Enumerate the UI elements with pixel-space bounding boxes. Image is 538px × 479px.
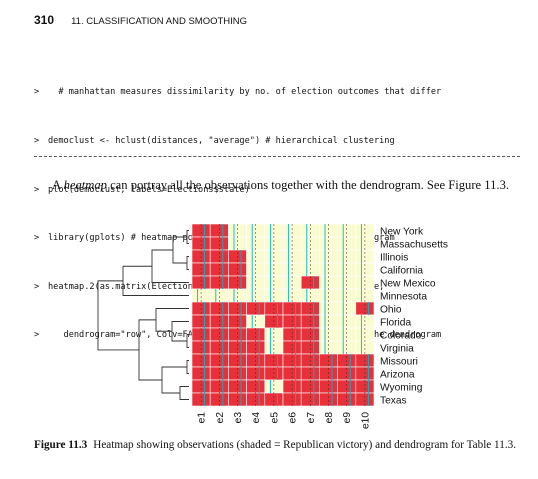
caption-text: Heatmap showing observations (shaded = R…: [93, 439, 517, 451]
heatmap-cells: [191, 223, 375, 407]
dendrogram-link: [138, 319, 162, 381]
column-label: e3: [233, 412, 244, 424]
dendrogram-link: [155, 308, 189, 332]
heatmap-column-labels: e1 e2 e3 e4 e5 e6 e7 e8 e9 e10: [197, 412, 372, 429]
code-line: > plot(democlust, labels=Elections$state): [34, 182, 441, 198]
column-label: e6: [288, 412, 299, 424]
row-label: Massachusetts: [380, 239, 448, 250]
heatmap-row-labels: New York Massachusetts Illinois California N…: [380, 226, 448, 406]
dendrogram-link: [186, 360, 189, 374]
dendrogram-link: [179, 386, 189, 400]
figure-caption: Figure 11.3 Heatmap showing observations …: [34, 438, 520, 454]
dendrogram-link: [172, 236, 187, 264]
dendrogram-link: [151, 249, 189, 283]
caption-label: Figure 11.3: [34, 439, 88, 451]
code-text: plot(democlust, labels=Elections$state): [48, 184, 250, 195]
body-text-emphasis: heatmap: [63, 178, 107, 192]
row-label: Colorado: [380, 330, 422, 341]
dendrogram-link: [97, 280, 139, 351]
column-label: e9: [342, 412, 353, 424]
dendrogram-link: [186, 334, 189, 348]
dendrogram-link: [161, 366, 187, 394]
body-text-rest: can portray all the observations togethe…: [106, 178, 510, 192]
code-prompt: >: [34, 233, 40, 244]
row-label: Illinois: [380, 252, 408, 263]
body-paragraph: A heatmap can portray all the observatio…: [34, 177, 520, 194]
row-label: Missouri: [380, 356, 418, 367]
column-label: e4: [251, 412, 262, 424]
row-label: New Mexico: [380, 278, 436, 289]
row-label: Wyoming: [380, 382, 423, 393]
row-label: Virginia: [380, 343, 414, 354]
code-line: > # manhattan measures dissimilarity by …: [34, 84, 441, 100]
code-prompt: >: [34, 330, 40, 341]
chapter-title: 11. CLASSIFICATION AND SMOOTHING: [71, 16, 248, 27]
row-label: Minnesota: [380, 291, 427, 302]
code-divider: [34, 156, 520, 157]
row-label: California: [380, 265, 423, 276]
code-prompt: >: [34, 184, 40, 195]
row-label: Florida: [380, 317, 411, 328]
dendrogram-link: [122, 265, 189, 296]
dendrogram: [97, 230, 189, 400]
code-prompt: >: [34, 281, 40, 292]
row-label: Texas: [380, 395, 407, 406]
column-label: e10: [360, 412, 371, 429]
code-line: > democlust <- hclust(distances, "average…: [34, 133, 441, 149]
code-prompt: >: [34, 136, 40, 147]
dendrogram-link: [186, 256, 189, 270]
column-label: e5: [269, 412, 280, 424]
code-text: democlust <- hclust(distances, "average"…: [48, 136, 395, 147]
code-prompt: >: [34, 87, 40, 98]
row-label: Ohio: [380, 304, 402, 315]
column-label: e7: [306, 412, 317, 424]
column-label: e2: [215, 412, 226, 424]
row-label: New York: [380, 226, 424, 237]
row-label: Arizona: [380, 369, 415, 380]
dendrogram-link: [171, 321, 189, 342]
body-text-intro: A: [52, 178, 64, 192]
heatmap-traces: [197, 224, 369, 406]
page-number: 310: [34, 13, 55, 27]
column-label: e8: [324, 412, 335, 424]
running-head: 310 11. CLASSIFICATION AND SMOOTHING: [34, 13, 247, 27]
code-text: # manhattan measures dissimilarity by no…: [48, 87, 442, 98]
dendrogram-link: [186, 230, 189, 244]
column-label: e1: [197, 412, 208, 424]
